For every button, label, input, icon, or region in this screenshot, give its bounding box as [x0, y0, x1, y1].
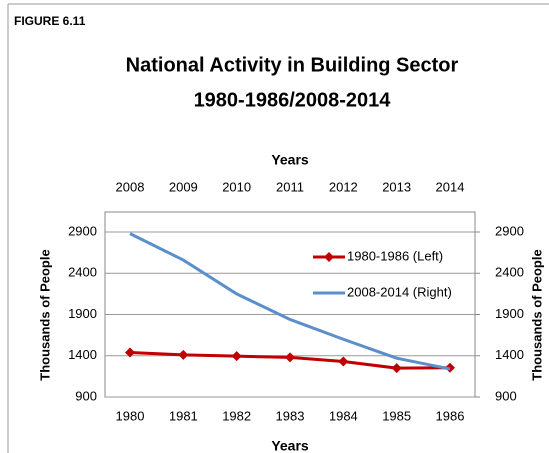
legend-label: 2008-2014 (Right) — [347, 284, 452, 299]
x2-tick-label: 2013 — [382, 179, 411, 194]
y-axis-label: Thousands of People — [37, 249, 52, 380]
chart-subtitle: 1980-1986/2008-2014 — [194, 89, 392, 111]
x2-tick-label: 2010 — [222, 179, 251, 194]
data-point — [231, 351, 242, 362]
y-tick-label: 1900 — [68, 306, 97, 321]
data-point — [391, 363, 402, 374]
x2-tick-label: 2008 — [116, 179, 145, 194]
series-line — [129, 232, 451, 371]
y2-tick-label: 1400 — [495, 347, 524, 362]
y-tick-label: 2900 — [68, 223, 97, 238]
chart-title: National Activity in Building Sector — [126, 54, 459, 76]
legend-marker — [324, 252, 334, 262]
x-tick-label: 1983 — [276, 408, 305, 423]
y2-tick-label: 2400 — [495, 265, 524, 280]
x2-axis-label: Years — [271, 152, 309, 168]
figure-label: FIGURE 6.11 — [14, 14, 86, 28]
y-tick-label: 1400 — [68, 347, 97, 362]
y2-tick-label: 1900 — [495, 306, 524, 321]
legend-label: 1980-1986 (Left) — [347, 248, 443, 263]
x-tick-label: 1985 — [382, 408, 411, 423]
y2-axis-label: Thousands of People — [529, 249, 544, 380]
x-tick-label: 1980 — [116, 408, 145, 423]
x2-tick-label: 2012 — [329, 179, 358, 194]
y-tick-label: 900 — [75, 388, 97, 403]
x-axis-label: Years — [271, 438, 309, 453]
x2-tick-label: 2014 — [436, 179, 465, 194]
data-point — [285, 352, 295, 363]
x-tick-label: 1984 — [329, 408, 358, 423]
x-tick-label: 1981 — [169, 408, 198, 423]
x2-tick-label: 2009 — [169, 179, 198, 194]
x-tick-label: 1986 — [436, 408, 465, 423]
x-tick-label: 1982 — [222, 408, 251, 423]
x2-tick-label: 2011 — [276, 179, 304, 194]
data-point — [338, 356, 349, 367]
y2-tick-label: 900 — [495, 388, 517, 403]
y-tick-label: 2400 — [68, 265, 97, 280]
data-point — [178, 349, 189, 360]
y2-tick-label: 2900 — [495, 223, 524, 238]
data-point — [125, 347, 135, 358]
